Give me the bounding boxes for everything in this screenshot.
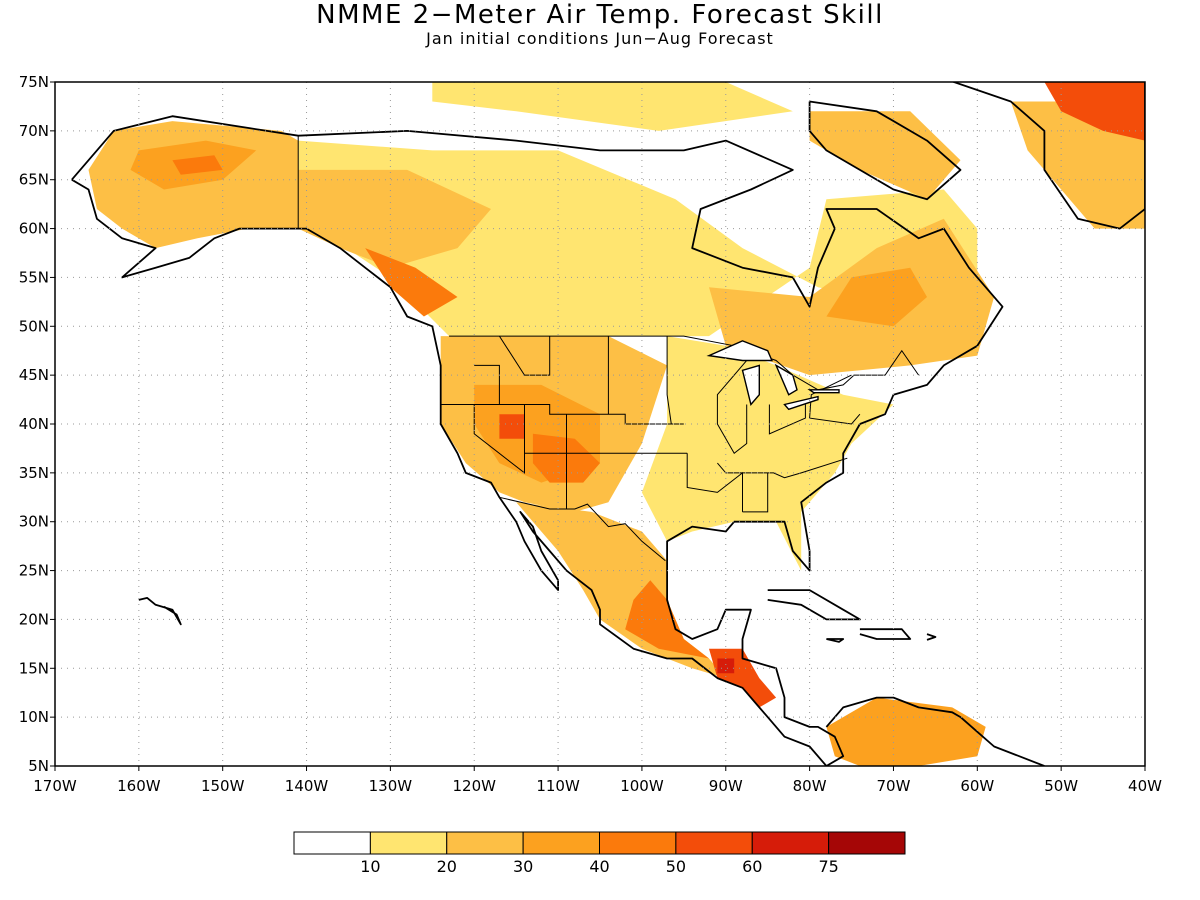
political-border	[473, 404, 525, 474]
lat-tick-label: 40N	[19, 415, 49, 433]
colorbar-swatch	[369, 831, 448, 855]
skill-region-nevada-hot	[499, 414, 525, 439]
coastlines	[71, 82, 1145, 766]
skill-region-quebec-core	[826, 267, 927, 327]
coastline-segment	[825, 696, 1045, 766]
skill-region-canada-nw	[298, 169, 491, 268]
coastline-segment	[138, 597, 182, 626]
lon-tick-label: 90W	[709, 777, 743, 795]
great-lake	[807, 389, 840, 394]
colorbar-label: 30	[513, 857, 533, 876]
lon-tick-label: 40W	[1128, 777, 1162, 795]
political-border	[499, 496, 666, 562]
lon-tick-label: 80W	[793, 777, 827, 795]
political-border	[717, 457, 848, 479]
lat-tick-label: 50N	[19, 317, 49, 335]
skill-region-alaska-core	[172, 155, 223, 175]
political-border	[742, 472, 769, 513]
skill-shading	[88, 82, 1145, 766]
skill-region-greenland-red	[1044, 82, 1145, 141]
colorbar-label: 75	[818, 857, 838, 876]
great-lake	[706, 340, 773, 362]
political-border	[498, 335, 551, 376]
colorbar: 10 20 30 40 50 60 75	[293, 831, 906, 876]
political-border	[768, 404, 806, 435]
skill-region-arctic-islands	[432, 82, 793, 131]
political-border	[440, 404, 684, 425]
lat-tick-label: 20N	[19, 610, 49, 628]
colorbar-label: 50	[666, 857, 686, 876]
coastline-segment	[826, 638, 845, 643]
great-lake	[774, 363, 798, 396]
lon-tick-label: 60W	[960, 777, 994, 795]
lat-tick-label: 30N	[19, 513, 49, 531]
coastline-segment	[926, 633, 937, 641]
lon-tick-label: 150W	[201, 777, 245, 795]
coastline-segment	[859, 628, 912, 640]
colorbar-swatch	[675, 831, 753, 855]
colorbar-swatch	[446, 831, 524, 855]
lon-tick-label: 50W	[1044, 777, 1078, 795]
skill-region-us-east	[641, 336, 894, 571]
colorbar-swatch	[599, 831, 677, 855]
lat-tick-label: 65N	[19, 171, 49, 189]
great-lake	[783, 395, 819, 411]
grid-lines	[55, 82, 1145, 766]
lat-tick-label: 25N	[19, 562, 49, 580]
lon-tick-label: 110W	[536, 777, 580, 795]
coastline-segment	[808, 100, 962, 201]
lat-tick-label: 10N	[19, 708, 49, 726]
political-border	[686, 453, 743, 512]
colorbar-label: 20	[437, 857, 457, 876]
latitude-labels: 75N 70N 65N 60N 55N 50N 45N 40N 35N 30N 25N 20N 15N 1…	[19, 73, 55, 775]
lon-tick-label: 170W	[33, 777, 77, 795]
skill-region-baffin	[809, 111, 961, 200]
colorbar-label: 60	[742, 857, 762, 876]
political-border	[474, 364, 500, 405]
skill-region-bc-coast	[365, 248, 458, 317]
lon-tick-label: 120W	[452, 777, 496, 795]
page-subtitle: Jan initial conditions Jun−Aug Forecast	[426, 29, 774, 48]
lat-tick-label: 75N	[19, 73, 49, 91]
lat-tick-label: 15N	[19, 659, 49, 677]
page-title: NMME 2−Meter Air Temp. Forecast Skill	[316, 0, 884, 30]
political-border	[716, 355, 752, 455]
political-border	[666, 336, 672, 425]
colorbar-swatch	[522, 831, 600, 855]
lon-tick-label: 70W	[877, 777, 911, 795]
lon-tick-label: 100W	[620, 777, 664, 795]
lat-tick-label: 55N	[19, 268, 49, 286]
colorbar-swatch	[751, 831, 830, 855]
colorbar-swatch	[828, 831, 906, 855]
lat-tick-label: 35N	[19, 464, 49, 482]
longitude-labels: 170W 160W 150W 140W 130W 120W 110W 100W 90W 80W 70…	[33, 766, 1162, 795]
lat-tick-label: 70N	[19, 122, 49, 140]
great-lake	[741, 364, 760, 406]
coastline-segment	[951, 82, 1145, 230]
lat-tick-label: 5N	[28, 757, 49, 775]
skill-region-south-am-north	[826, 697, 986, 766]
coastline-segment	[71, 115, 1004, 766]
colorbar-swatch	[293, 831, 371, 855]
lon-tick-label: 130W	[369, 777, 413, 795]
skill-region-guatemala-core	[717, 658, 735, 674]
skill-region-canada-broad	[298, 140, 978, 337]
colorbar-label: 10	[360, 857, 380, 876]
lat-tick-label: 45N	[19, 366, 49, 384]
colorbar-label: 40	[589, 857, 609, 876]
lon-tick-label: 160W	[117, 777, 161, 795]
lat-tick-label: 60N	[19, 220, 49, 238]
lon-tick-label: 140W	[285, 777, 329, 795]
